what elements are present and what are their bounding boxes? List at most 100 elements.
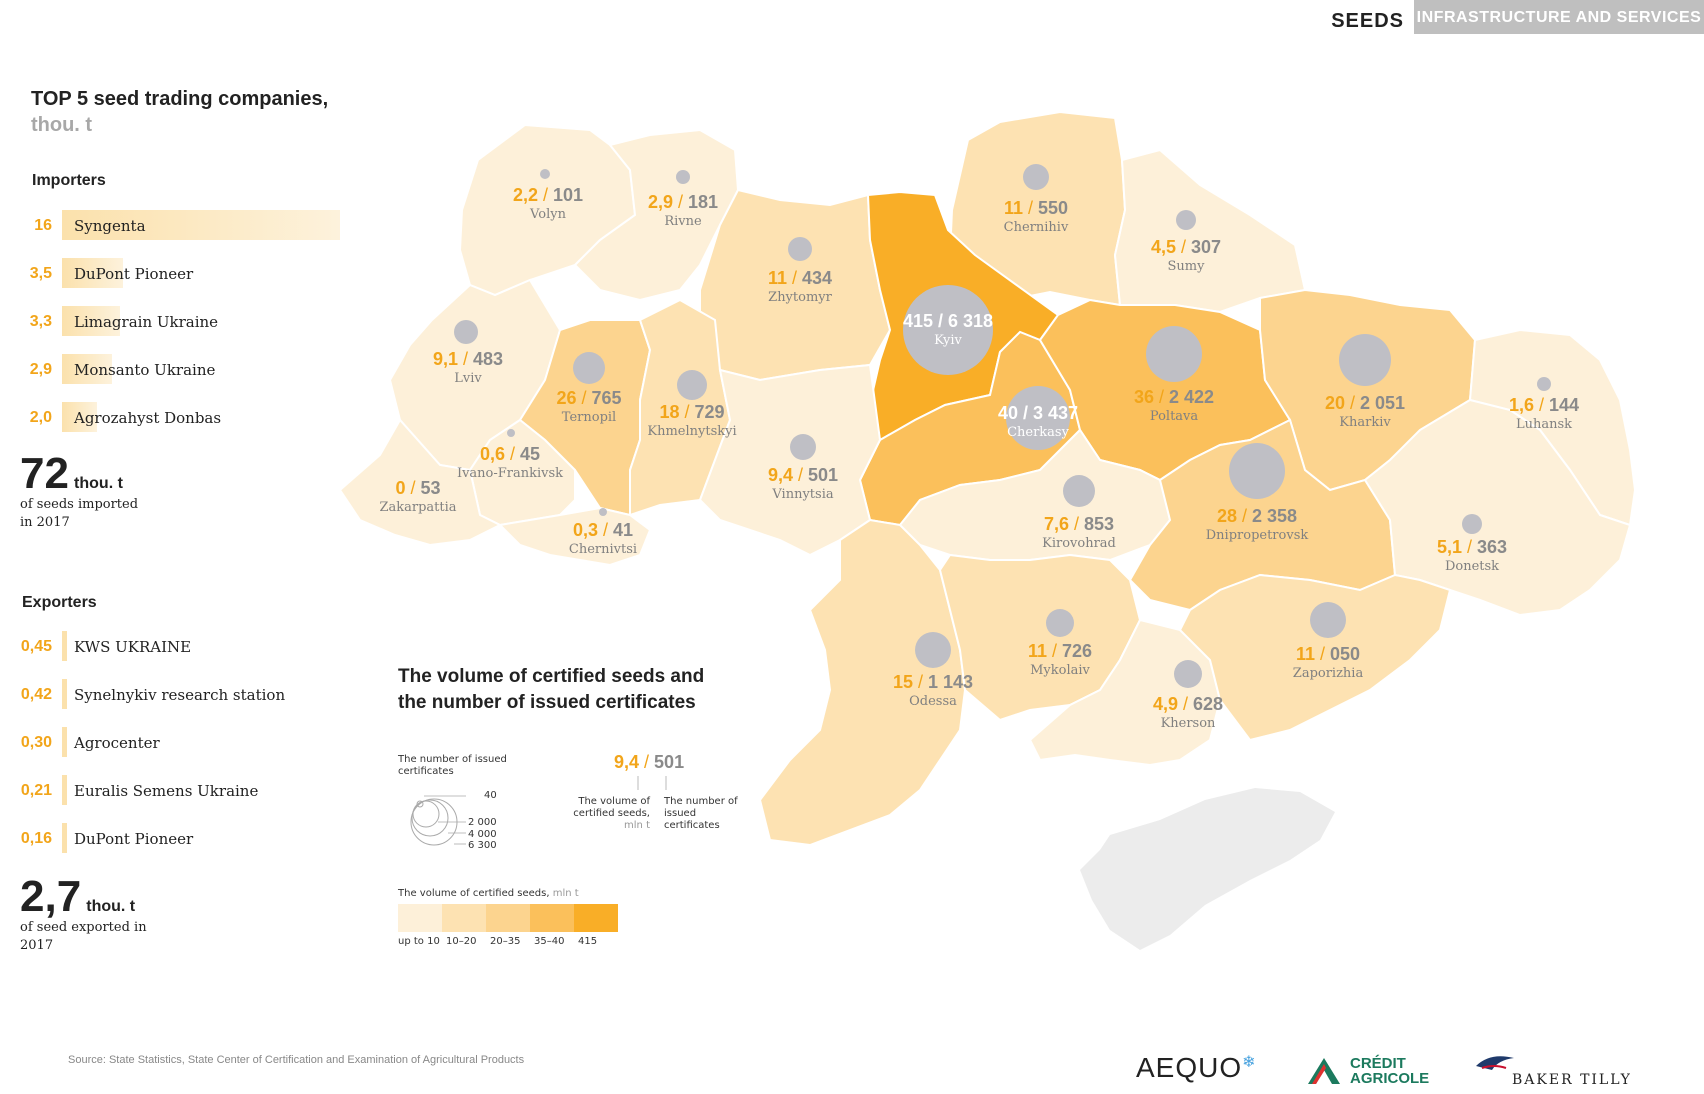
region-certificates-dot-zaporizhia (1310, 602, 1346, 638)
baker-tilly-bird-icon (1476, 1056, 1514, 1070)
importer-row-limagrain-ukraine: 3,3 Limagrain Ukraine (0, 306, 340, 338)
region-certificates: 853 (1084, 514, 1114, 534)
exported-unit: thou. t (86, 898, 136, 915)
legend-example-volume-caption: The volume of certified seeds, mln t (566, 796, 650, 832)
region-certificates-dot-odessa (915, 632, 951, 668)
importer-value: 2,0 (29, 409, 52, 426)
region-value-dnipropetrovsk: 28 / 2 358 (1217, 506, 1297, 526)
exporter-row-kws-ukraine: 0,45 KWS UKRAINE (0, 631, 340, 663)
region-certificates: 483 (473, 349, 503, 369)
legend-example-ticks (637, 776, 667, 790)
tab-seeds[interactable]: SEEDS (1331, 10, 1404, 32)
region-value-kirovohrad: 7,6 / 853 (1044, 514, 1114, 534)
tab-infrastructure-and-services[interactable]: INFRASTRUCTURE AND SERVICES (1414, 0, 1704, 34)
region-certificates: 41 (613, 520, 633, 540)
exported-total: 2,7 (20, 872, 82, 921)
legend-example-volume: 9,4 (614, 752, 640, 772)
region-value-kherson: 4,9 / 628 (1153, 694, 1223, 714)
legend-circle-4000: 4 000 (468, 829, 497, 840)
region-value-chernivtsi: 0,3 / 41 (573, 520, 633, 540)
region-odessa (758, 518, 967, 847)
region-zakarpattia (338, 418, 503, 547)
legend-circle-2000: 2 000 (468, 817, 497, 828)
exporter-bar (62, 775, 67, 805)
legend-circles-caption: The number of issued certificates (398, 754, 507, 777)
panel-title-unit: thou. t (31, 114, 93, 136)
region-certificates: 6 318 (948, 311, 993, 331)
exporter-row-agrocenter: 0,30 Agrocenter (0, 727, 340, 759)
region-certificates: 2 358 (1252, 506, 1297, 526)
region-certificates: 726 (1062, 641, 1092, 661)
region-volume: 20 (1325, 393, 1345, 413)
region-volume: 4,5 (1151, 237, 1176, 257)
imported-unit: thou. t (74, 475, 123, 492)
region-value-cherkasy: 40 / 3 437 (998, 403, 1078, 423)
legend-swatch-label: 10–20 (446, 936, 477, 947)
legend-swatch-label: 20–35 (490, 936, 521, 947)
region-certificates: 53 (421, 478, 441, 498)
exported-total-block: 2,7 thou. t of seed exported in 2017 (20, 875, 150, 955)
region-certificates-dot-ivano-frankivsk (507, 429, 515, 437)
region-volume: 11 (1296, 644, 1315, 664)
importer-value: 16 (34, 217, 52, 234)
region-name-chernivtsi: Chernivtsi (569, 542, 637, 557)
importer-name: Agrozahyst Donbas (74, 409, 222, 427)
credit-agricole-line1: CRÉDIT (1350, 1055, 1406, 1072)
region-name-lviv: Lviv (454, 371, 482, 386)
region-value-volyn: 2,2 / 101 (513, 185, 583, 205)
region-certificates: 45 (520, 444, 540, 464)
region-volume: 9,1 (433, 349, 458, 369)
region-volume: 1,6 (1509, 395, 1534, 415)
exporter-name: Synelnykiv research station (74, 686, 286, 704)
region-certificates: 550 (1038, 198, 1068, 218)
exporter-value: 0,45 (20, 638, 52, 655)
importer-bar (62, 258, 124, 288)
region-name-ivano-frankivsk: Ivano-Frankivsk (457, 466, 563, 481)
legend-circle-40: 40 (484, 790, 497, 801)
importer-value: 3,5 (29, 265, 52, 282)
imported-total-block: 72 thou. t of seeds imported in 2017 (20, 452, 150, 532)
region-name-zakarpattia: Zakarpattia (379, 500, 456, 515)
exporter-bar (62, 631, 67, 661)
importer-name: Limagrain Ukraine (74, 313, 219, 331)
crimea-shape (1080, 788, 1335, 950)
region-certificates: 2 051 (1360, 393, 1405, 413)
region-certificates-dot-kherson (1174, 660, 1202, 688)
legend-swatch-label: up to 10 (398, 936, 440, 947)
legend-circles (410, 795, 466, 846)
importer-value: 3,3 (29, 313, 52, 330)
importer-name: Monsanto Ukraine (74, 361, 216, 379)
region-volume: 15 (893, 672, 913, 692)
importer-name: Syngenta (74, 217, 146, 235)
imported-caption: of seeds imported in 2017 (20, 497, 139, 530)
exporter-value: 0,21 (20, 782, 52, 799)
region-value-zaporizhia: 11 / 050 (1296, 644, 1360, 664)
region-zaporizhia (1178, 573, 1452, 742)
region-certificates: 181 (688, 192, 718, 212)
region-value-chernihiv: 11 / 550 (1004, 198, 1068, 218)
exporter-name: KWS UKRAINE (74, 638, 192, 656)
exporter-bar (62, 727, 67, 757)
region-name-khmelnytskyi: Khmelnytskyi (647, 424, 736, 439)
region-certificates-dot-rivne (676, 170, 690, 184)
region-certificates-dot-luhansk (1537, 377, 1551, 391)
region-certificates: 434 (802, 268, 832, 288)
importers-heading: Importers (32, 172, 106, 189)
region-name-vinnytsia: Vinnytsia (771, 487, 833, 502)
importer-row-agrozahyst-donbas: 2,0 Agrozahyst Donbas (0, 402, 340, 434)
region-certificates-dot-sumy (1176, 210, 1196, 230)
region-certificates: 101 (553, 185, 583, 205)
exporter-row-synelnykiv-research-station: 0,42 Synelnykiv research station (0, 679, 340, 711)
panel-title: TOP 5 seed trading companies, thou. t (31, 86, 351, 138)
exporter-row-dupont-pioneer: 0,16 DuPont Pioneer (0, 823, 340, 855)
region-volume: 28 (1217, 506, 1237, 526)
region-name-zaporizhia: Zaporizhia (1293, 666, 1364, 681)
region-certificates-dot-dnipropetrovsk (1229, 443, 1285, 499)
legend-scale-caption: The volume of certified seeds, mln t (398, 888, 579, 900)
region-certificates: 1 143 (928, 672, 973, 692)
region-volume: 2,9 (648, 192, 673, 212)
region-value-poltava: 36 / 2 422 (1134, 387, 1214, 407)
region-vinnytsia (698, 363, 882, 557)
exporter-value: 0,30 (20, 734, 52, 751)
